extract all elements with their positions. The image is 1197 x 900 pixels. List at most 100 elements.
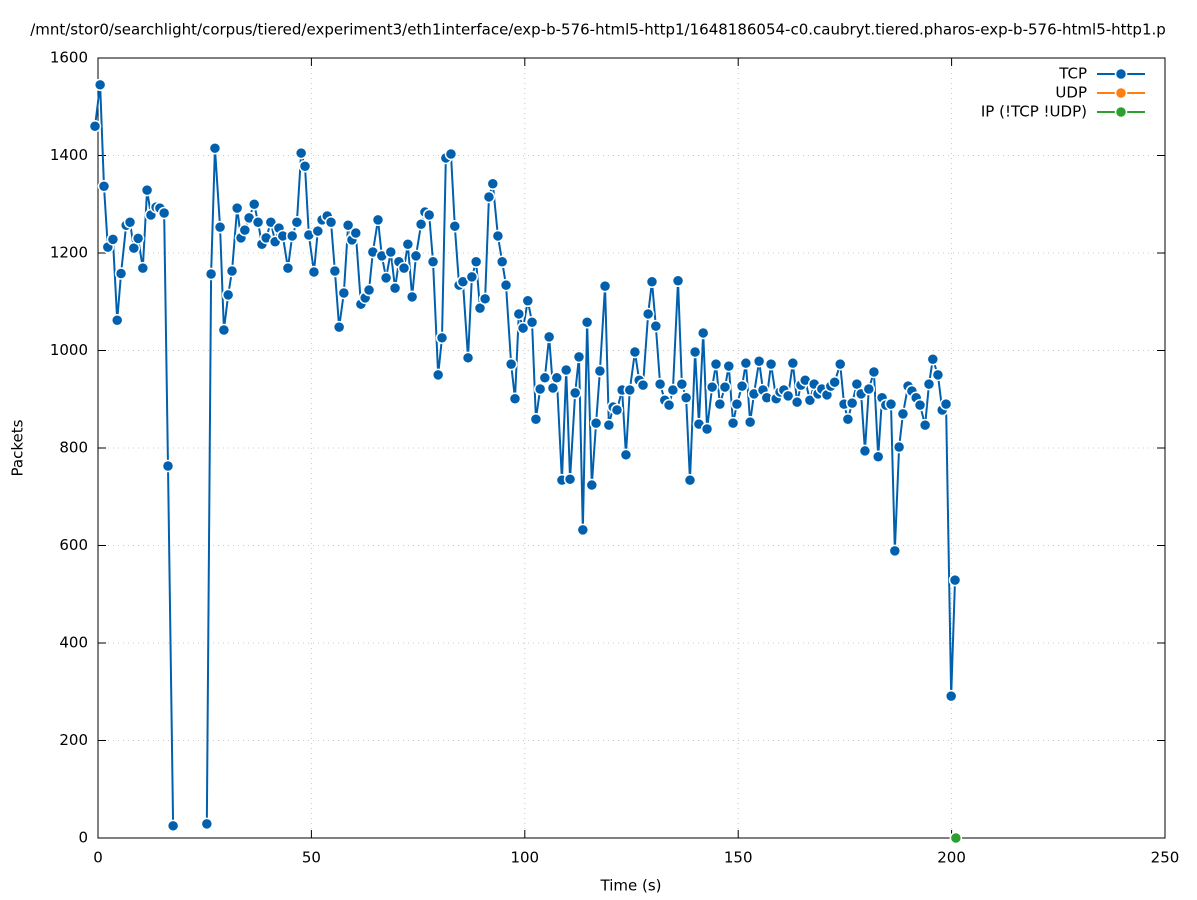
data-point [610,403,624,417]
data-point [230,201,244,215]
data-point [926,353,940,366]
data-point [649,319,663,333]
data-point [913,398,927,412]
data-point [405,290,419,304]
data-point [602,418,616,432]
y-tick-label: 1200 [50,244,88,262]
data-point [362,283,376,297]
data-point [114,267,128,280]
data-point [671,274,685,288]
legend-marker [1114,105,1128,119]
data-point [131,232,145,245]
data-point [576,523,590,537]
data-point [781,389,795,403]
data-point [598,279,612,293]
data-point [341,218,355,232]
data-point [572,350,586,364]
data-point [482,190,496,204]
legend-label: IP (!TCP !UDP) [981,103,1087,121]
data-point [516,321,530,335]
data-point [93,78,107,92]
data-point [833,357,847,371]
data-point [388,281,402,295]
data-point [559,363,573,377]
data-point [636,378,650,392]
data-point [858,444,872,458]
data-point [426,255,440,269]
data-point [580,315,594,329]
data-point [409,249,423,263]
data-point [200,817,214,831]
x-tick-label: 100 [510,849,539,867]
data-point [422,208,436,222]
data-point [465,270,479,284]
data-point [307,265,321,279]
y-tick-label: 400 [59,634,88,652]
data-point [828,375,841,389]
y-tick-label: 1400 [50,146,88,164]
data-point [161,459,175,473]
data-point [495,255,509,269]
data-point [290,216,304,229]
data-point [739,356,753,370]
data-point [786,356,800,370]
data-point [281,261,295,275]
data-point [444,147,458,161]
data-point [845,396,859,410]
y-axis-label: Packets [9,419,27,476]
data-point [888,544,902,558]
data-point [221,288,235,302]
data-point [208,141,222,155]
data-point [803,393,817,407]
data-point [653,377,667,391]
x-tick-label: 50 [302,849,321,867]
data-point [140,183,154,197]
data-point [97,179,111,193]
legend-marker [1114,86,1128,100]
data-point [461,351,475,365]
data-point [542,330,556,344]
data-point [752,354,766,368]
data-point [726,416,740,430]
data-point [841,412,855,426]
y-tick-label: 600 [59,536,88,554]
data-point [435,331,449,345]
x-tick-label: 250 [1151,849,1180,867]
data-point [922,377,936,391]
data-point [896,407,910,421]
data-point [533,382,547,396]
plot-border [97,57,1166,839]
data-point [136,261,150,275]
y-tick-label: 1600 [50,49,88,67]
data-point [123,216,137,229]
data-point [294,146,308,160]
data-point [641,307,655,321]
data-point [384,245,398,259]
data-point [538,371,552,385]
data-point [349,226,363,240]
data-point [521,294,535,308]
data-point [700,422,714,436]
data-point [589,416,603,430]
data-point [213,220,227,234]
data-point [298,159,312,173]
data-point [949,831,963,845]
data-point [871,450,885,464]
data-point [469,255,483,269]
data-point [448,219,462,233]
data-point [696,326,710,340]
data-point [662,398,676,412]
data-point [675,377,689,391]
data-point [508,392,522,406]
data-point [683,473,697,487]
data-point [862,382,876,396]
data-point [939,397,953,411]
data-point [628,345,642,359]
data-point [718,380,732,394]
data-point [550,371,564,385]
legend-label: TCP [1058,65,1087,83]
data-point [743,415,757,429]
data-point [204,267,218,281]
data-point [512,307,526,321]
